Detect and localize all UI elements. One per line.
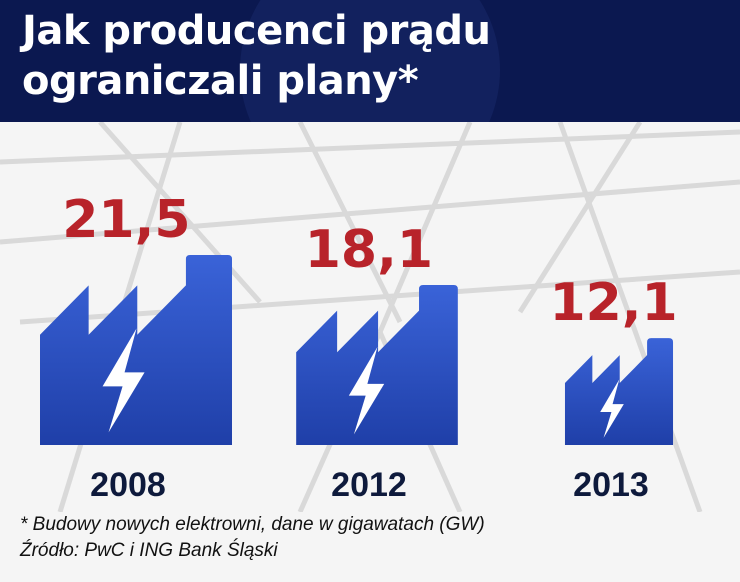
lightning-icon (348, 346, 385, 435)
footnote: * Budowy nowych elektrowni, dane w gigaw… (20, 514, 485, 535)
source-note: Źródło: PwC i ING Bank Śląski (20, 540, 278, 561)
value-label: 12,1 (549, 273, 677, 333)
header-banner: Jak producenci prądu ograniczali plany* (0, 0, 740, 122)
lightning-icon (600, 379, 624, 438)
value-label: 18,1 (305, 220, 433, 280)
bar-2013 (564, 338, 674, 445)
bar-2012 (296, 285, 458, 445)
value-label: 21,5 (62, 190, 190, 250)
lightning-icon (102, 328, 145, 433)
page-title: Jak producenci prądu ograniczali plany* (22, 8, 491, 104)
category-label: 2008 (90, 466, 166, 504)
bar-2008 (40, 255, 232, 445)
pylon-background (0, 122, 740, 512)
category-label: 2012 (331, 466, 407, 504)
category-label: 2013 (573, 466, 649, 504)
header-decoration (240, 0, 500, 122)
